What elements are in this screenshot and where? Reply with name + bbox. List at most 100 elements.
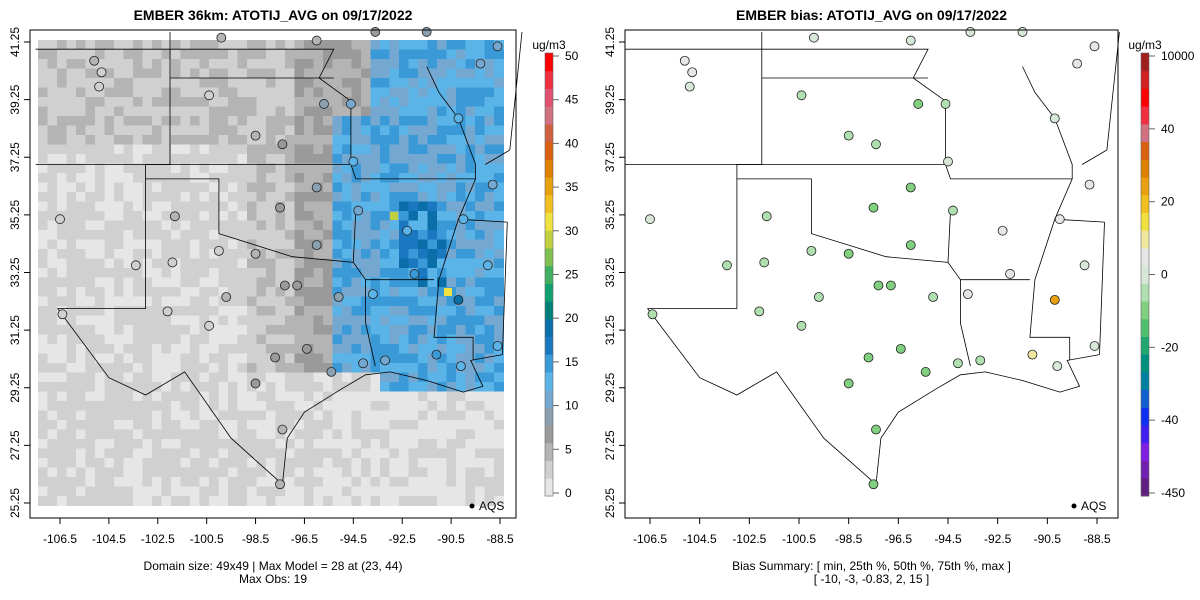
grid-cell <box>76 125 86 136</box>
grid-cell <box>171 429 181 440</box>
grid-cell <box>266 49 276 60</box>
grid-cell <box>171 49 181 60</box>
grid-cell <box>494 391 504 402</box>
grid-cell <box>399 144 409 155</box>
site-marker <box>813 292 824 302</box>
grid-cell <box>380 40 390 50</box>
grid-cell <box>389 429 400 440</box>
grid-cell <box>47 163 58 174</box>
grid-cell <box>494 268 504 278</box>
grid-cell <box>389 315 400 326</box>
grid-cell <box>266 97 276 107</box>
grid-cell <box>313 192 324 202</box>
grid-cell <box>285 372 295 383</box>
grid-cell <box>142 420 153 430</box>
grid-cell <box>256 429 267 440</box>
grid-cell <box>114 496 124 506</box>
grid-cell <box>199 144 210 155</box>
grid-cell <box>427 173 438 183</box>
grid-cell <box>104 201 115 212</box>
grid-cell <box>313 391 324 402</box>
grid-cell <box>47 277 58 288</box>
grid-cell <box>294 458 305 468</box>
grid-cell <box>85 239 96 250</box>
grid-cell <box>47 401 58 411</box>
grid-cell <box>104 230 115 240</box>
colorbar-swatch <box>1141 283 1149 302</box>
grid-cell <box>304 306 314 316</box>
grid-cell <box>275 239 286 250</box>
grid-cell <box>38 40 48 50</box>
grid-cell <box>95 372 105 383</box>
grid-cell <box>266 154 276 164</box>
grid-cell <box>180 49 191 60</box>
grid-cell <box>399 448 409 459</box>
grid-cell <box>38 220 48 231</box>
grid-cell <box>266 40 276 50</box>
grid-cell <box>456 154 466 164</box>
grid-cell <box>427 344 438 354</box>
grid-cell <box>104 401 115 411</box>
grid-cell <box>427 87 438 98</box>
grid-cell <box>465 173 476 183</box>
grid-cell <box>304 268 314 278</box>
grid-cell <box>171 353 181 364</box>
site-marker <box>647 309 658 320</box>
grid-cell <box>408 420 419 430</box>
colorbar-swatch <box>545 212 553 231</box>
grid-cell <box>494 363 504 373</box>
grid-cell <box>370 211 381 221</box>
grid-cell <box>427 211 438 221</box>
grid-cell <box>437 353 447 364</box>
grid-cell <box>418 78 428 88</box>
grid-cell <box>389 87 400 98</box>
colorbar-unit: ug/m3 <box>1128 38 1162 52</box>
grid-cell <box>408 239 419 250</box>
grid-cell <box>256 296 267 307</box>
grid-cell <box>275 458 286 468</box>
grid-cell <box>494 249 504 259</box>
grid-cell <box>494 420 504 430</box>
grid-cell <box>76 182 86 193</box>
site-marker <box>380 355 391 366</box>
grid-cell <box>190 211 200 221</box>
grid-cell <box>57 467 67 478</box>
grid-cell <box>190 268 200 278</box>
grid-cell <box>418 49 428 60</box>
grid-cell <box>218 382 229 392</box>
grid-cell <box>323 163 333 174</box>
grid-cell <box>228 439 238 449</box>
grid-cell <box>161 97 172 107</box>
grid-cell <box>285 287 295 297</box>
grid-cell <box>66 439 77 449</box>
grid-cell <box>171 410 181 421</box>
grid-cell <box>171 325 181 335</box>
grid-cell <box>380 296 390 307</box>
grid-cell <box>85 116 96 126</box>
grid-cell <box>332 477 343 487</box>
grid-cell <box>323 401 333 411</box>
grid-cell <box>95 230 105 240</box>
grid-cell <box>161 220 172 231</box>
grid-cell <box>228 477 238 487</box>
grid-cell <box>484 249 495 259</box>
grid-cell <box>313 363 324 373</box>
grid-cell <box>57 391 67 402</box>
grid-cell <box>475 68 485 79</box>
grid-cell <box>418 496 428 506</box>
grid-cell <box>247 439 257 449</box>
grid-cell <box>133 230 143 240</box>
grid-cell <box>161 458 172 468</box>
grid-cell <box>104 173 115 183</box>
grid-cell <box>133 439 143 449</box>
grid-cell <box>256 87 267 98</box>
grid-cell <box>152 87 162 98</box>
grid-cell <box>399 287 409 297</box>
grid-cell <box>247 258 257 269</box>
grid-cell <box>418 249 428 259</box>
colorbar-swatch <box>545 425 553 444</box>
grid-cell <box>57 192 67 202</box>
grid-cell <box>427 239 438 250</box>
grid-cell <box>332 496 343 506</box>
coastline <box>647 308 1100 486</box>
